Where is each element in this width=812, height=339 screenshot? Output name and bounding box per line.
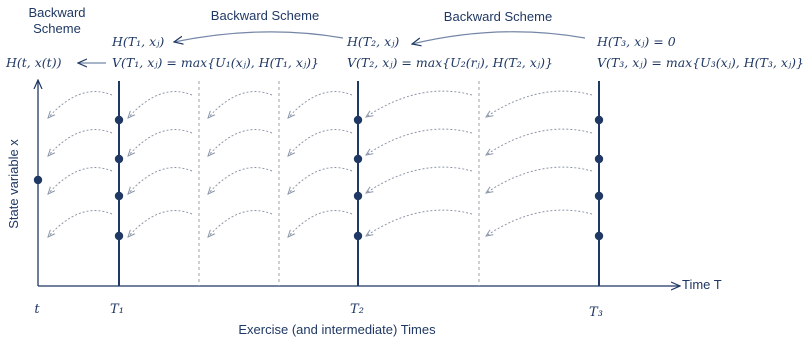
backward-scheme-arrow (174, 31, 344, 42)
equation-h-t2: H(T₂, xⱼ) (346, 34, 399, 49)
grid-point-t1 (114, 231, 124, 241)
tick-label-t1: T₁ (110, 302, 124, 317)
equation-v-t2: V(T₂, xⱼ) = max{U₂(rⱼ), H(T₂, xⱼ)} (347, 55, 553, 70)
y-axis-label: State variable x (6, 139, 21, 229)
grid-points (33, 115, 604, 241)
grid-point-t3 (594, 154, 604, 164)
backward-scheme-label-left-line2: Scheme (33, 21, 81, 36)
grid-point-t1 (114, 115, 124, 125)
grid-point-t2 (353, 115, 363, 125)
equation-v-t3: V(T₃, xⱼ) = max{U₃(xⱼ), H(T₃, xⱼ)} (597, 55, 804, 70)
initial-point (33, 175, 43, 185)
tick-label-t: t (34, 302, 40, 317)
backward-scheme-label-middle: Backward Scheme (211, 8, 319, 23)
equation-h-t: H(t, x(t)) (5, 55, 62, 70)
equation-v-t1: V(T₁, xⱼ) = max{U₁(xⱼ), H(T₁, xⱼ)} (112, 55, 319, 70)
grid-point-t1 (114, 154, 124, 164)
tick-label-t3: T₃ (589, 305, 603, 320)
grid-point-t3 (594, 231, 604, 241)
grid-point-t3 (594, 191, 604, 201)
backward-scheme-label-right: Backward Scheme (444, 9, 552, 24)
tick-label-t2: T₂ (350, 302, 364, 317)
grid-point-t3 (594, 115, 604, 125)
x-axis-label: Time T (682, 277, 722, 292)
grid-point-t2 (353, 231, 363, 241)
grid-point-t1 (114, 191, 124, 201)
equation-h-t3: H(T₃, xⱼ) = 0 (596, 34, 676, 49)
backward-scheme-label-left-line1: Backward (28, 5, 85, 20)
backward-arcs (48, 90, 593, 237)
backward-scheme-arrow (412, 31, 586, 44)
grid-point-t2 (353, 154, 363, 164)
bottom-caption: Exercise (and intermediate) Times (238, 322, 436, 337)
equation-h-t1: H(T₁, xⱼ) (111, 34, 164, 49)
grid-point-t2 (353, 191, 363, 201)
